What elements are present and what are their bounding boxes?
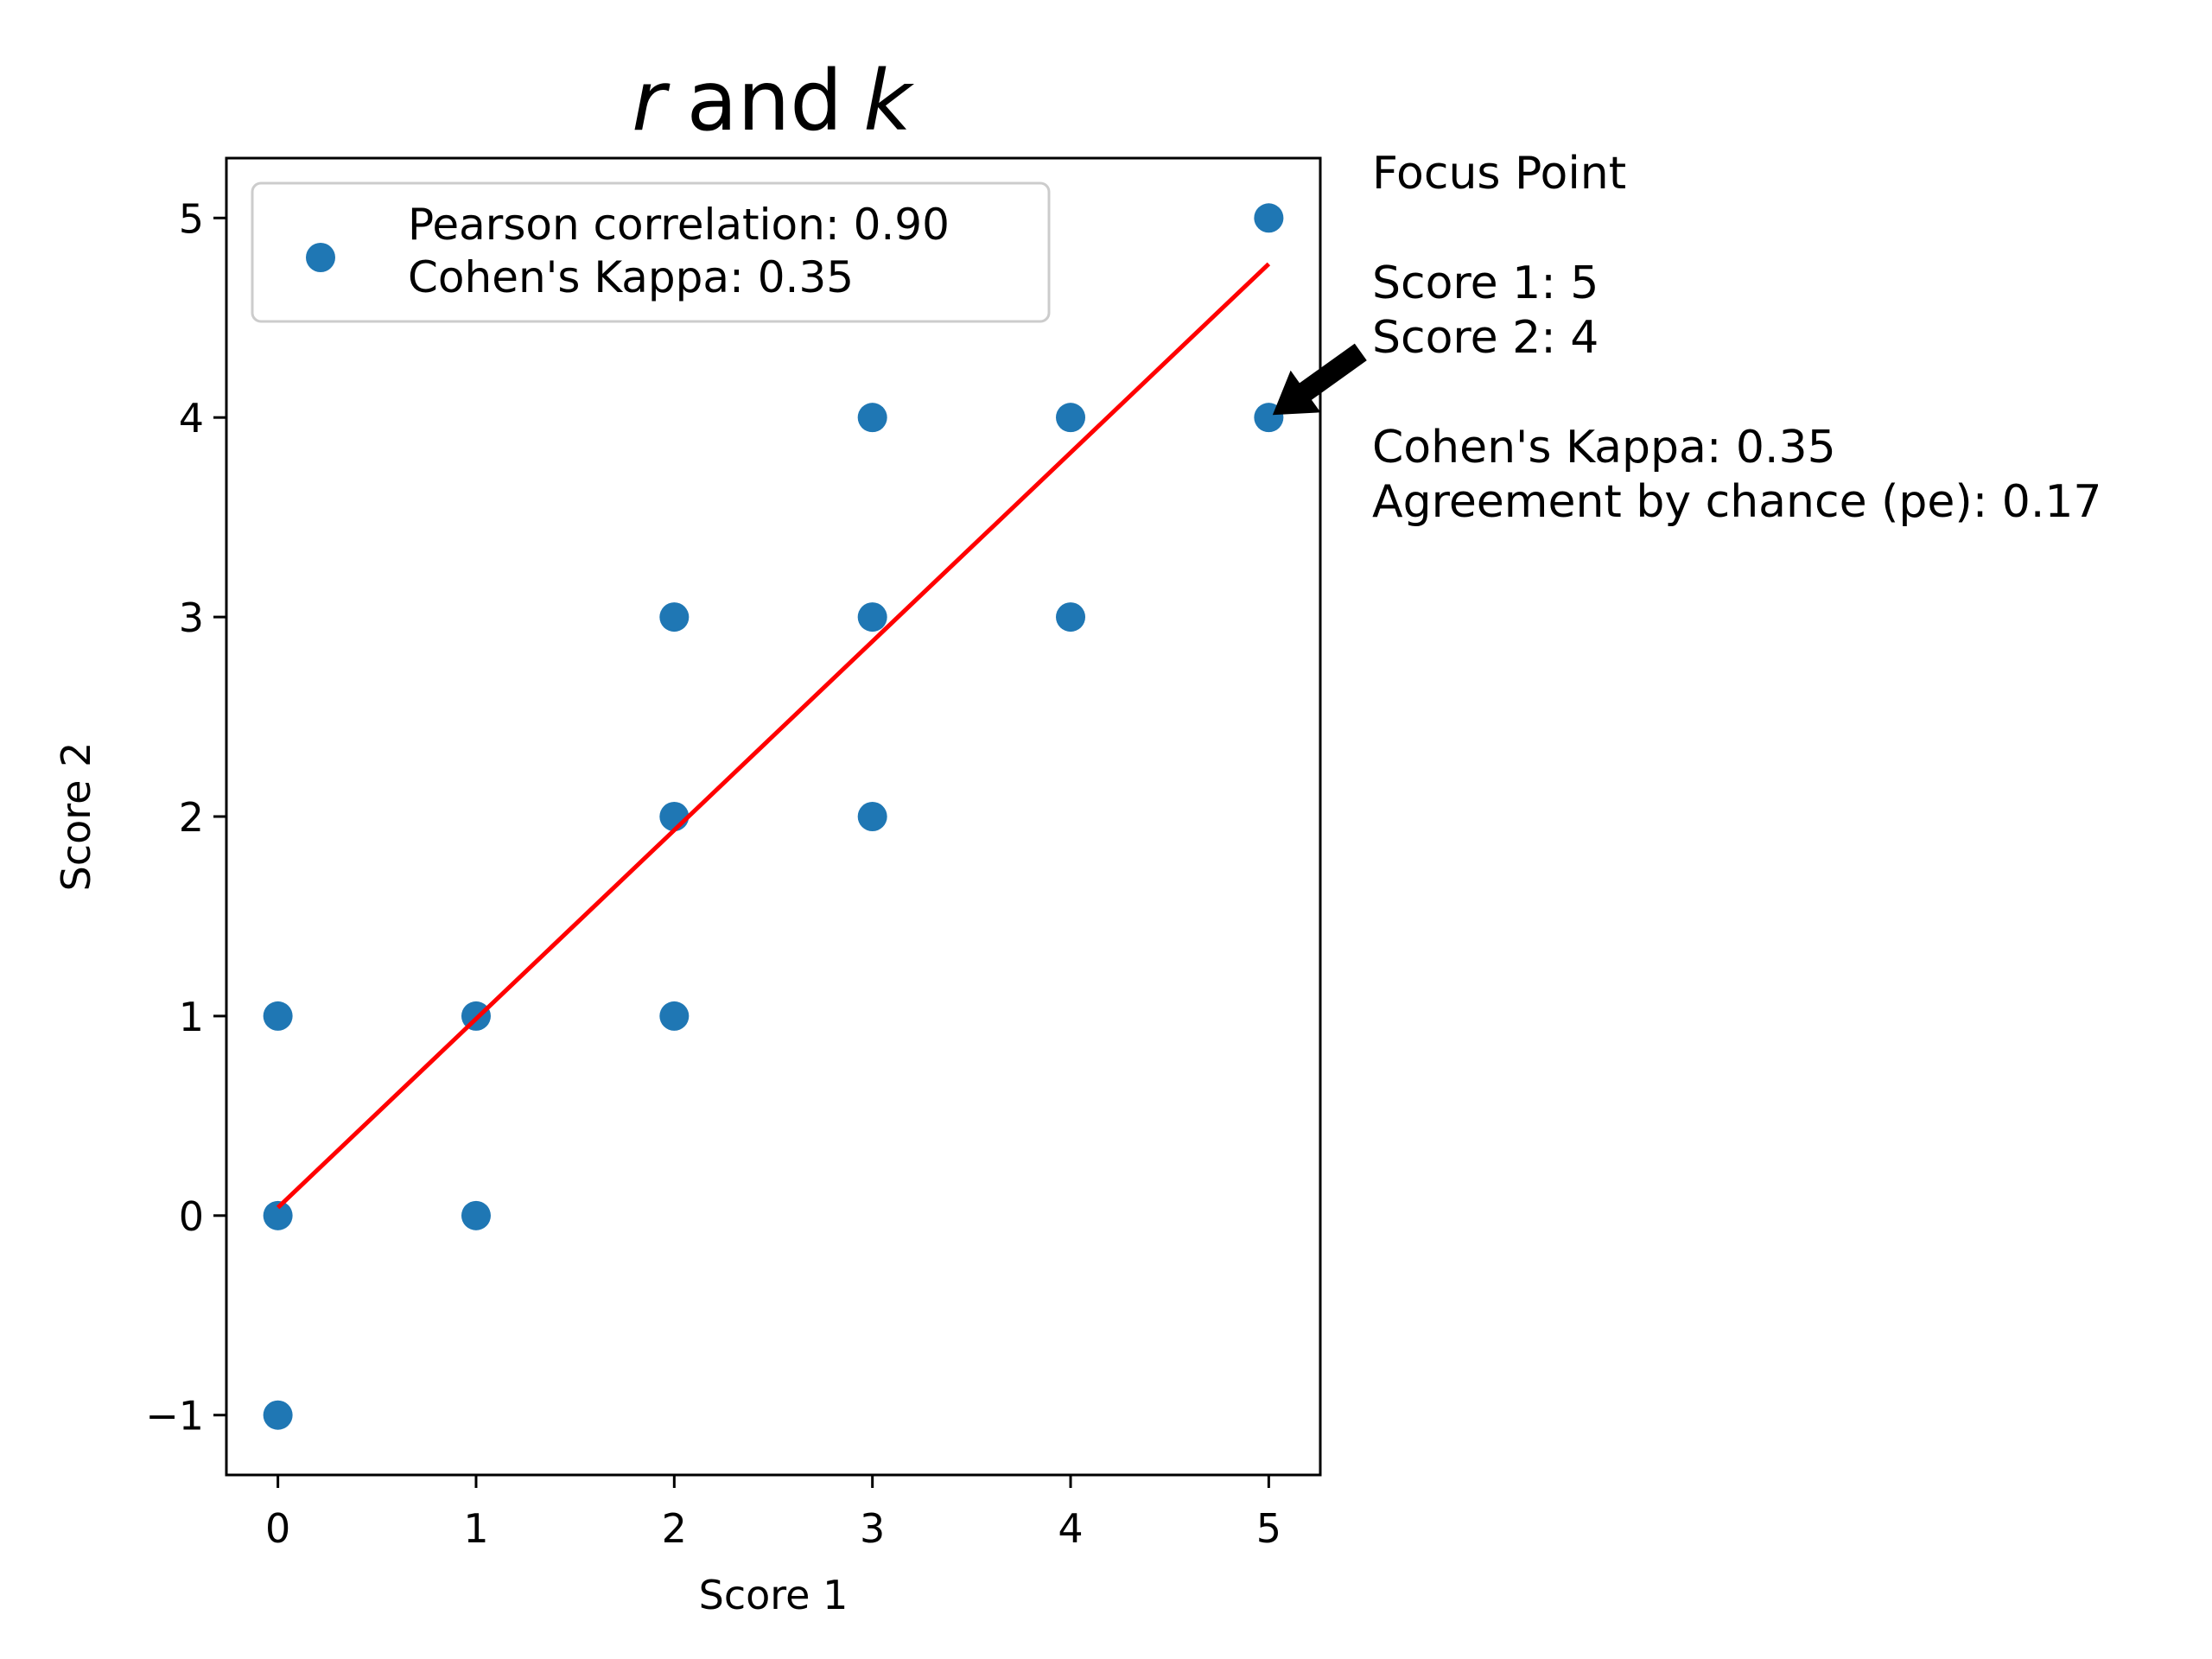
title-k: k [863, 53, 914, 149]
focus-annotation: Focus Point Score 1: 5 Score 2: 4 Cohen'… [1272, 148, 2102, 528]
fit-line [276, 262, 1271, 1210]
legend-marker [306, 243, 335, 272]
annotation-chance: Agreement by chance (pe): 0.17 [1372, 476, 2102, 528]
x-tick-label: 5 [1256, 1505, 1281, 1552]
data-marks [263, 203, 1284, 1430]
chart-title: r and k [632, 53, 914, 149]
data-point [659, 802, 690, 831]
annotation-score2: Score 2: 4 [1372, 312, 1599, 364]
data-point [659, 602, 690, 632]
y-tick-label: −1 [145, 1393, 204, 1440]
data-point [857, 802, 887, 831]
data-point [461, 1200, 491, 1230]
title-r: r [632, 53, 671, 149]
data-point [1254, 203, 1284, 233]
y-tick-label: 1 [179, 994, 204, 1040]
x-tick-label: 3 [860, 1505, 885, 1552]
data-point [263, 1400, 293, 1430]
x-tick-label: 4 [1058, 1505, 1083, 1552]
y-axis-label: Score 2 [53, 742, 99, 892]
legend: Pearson correlation: 0.90 Cohen's Kappa:… [251, 181, 1051, 323]
legend-line-pearson: Pearson correlation: 0.90 [408, 200, 950, 250]
annotation-title: Focus Point [1372, 148, 1626, 200]
legend-box [251, 181, 1051, 323]
y-tick-label: 0 [179, 1193, 204, 1240]
data-point [659, 1001, 690, 1031]
y-tick-label: 4 [179, 395, 204, 442]
data-point [1056, 602, 1086, 632]
y-tick-label: 2 [179, 794, 204, 841]
annotation-kappa: Cohen's Kappa: 0.35 [1372, 422, 1836, 474]
y-tick-label: 3 [179, 594, 204, 641]
x-axis-ticks: 0 1 2 3 4 5 [265, 1475, 1281, 1552]
x-tick-label: 1 [463, 1505, 488, 1552]
x-axis-label: Score 1 [699, 1572, 849, 1618]
data-point [263, 1200, 293, 1230]
y-tick-label: 5 [179, 195, 204, 242]
data-point [1056, 403, 1086, 433]
x-tick-label: 0 [265, 1505, 290, 1552]
annotation-score1: Score 1: 5 [1372, 257, 1599, 309]
title-and: and [687, 53, 843, 149]
data-point [263, 1001, 293, 1031]
data-point [857, 403, 887, 433]
annotation-arrow [1272, 343, 1367, 416]
legend-line-kappa: Cohen's Kappa: 0.35 [408, 252, 854, 302]
data-point [857, 602, 887, 632]
y-axis-ticks: −1 0 1 2 3 4 5 [145, 195, 226, 1440]
x-tick-label: 2 [662, 1505, 687, 1552]
